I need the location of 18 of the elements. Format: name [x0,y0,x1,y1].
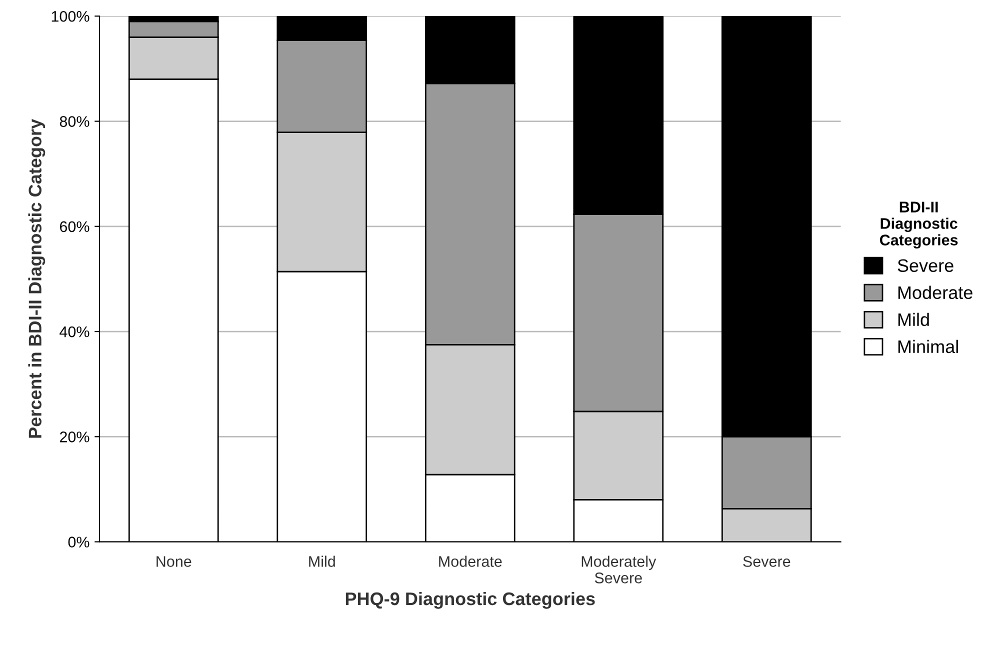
x-tick-label: Moderately Severe [582,556,656,584]
y-tick-label: 80% [60,116,90,127]
y-tick-label: 40% [60,326,90,338]
x-tick-label: Mild [309,556,335,567]
x-tick-label: Moderate [439,556,502,567]
y-tick-label: 100% [52,10,90,22]
legend-label: Minimal [898,340,958,354]
legend-title: BDI-II Diagnostic Categories [880,202,958,249]
x-axis-title: PHQ-9 Diagnostic Categories [346,592,595,609]
y-tick-label: 20% [60,432,90,442]
legend-label: Severe [898,259,954,272]
x-tick-label: None [156,556,192,567]
y-tick-label: 60% [60,221,90,232]
legend-label: Moderate [898,286,972,300]
y-tick-label: 0% [68,536,90,548]
y-axis-title: Percent in BDI-II Diagnostic Category [28,119,46,438]
x-tick-label: Severe [743,556,790,567]
legend-label: Mild [898,312,929,326]
